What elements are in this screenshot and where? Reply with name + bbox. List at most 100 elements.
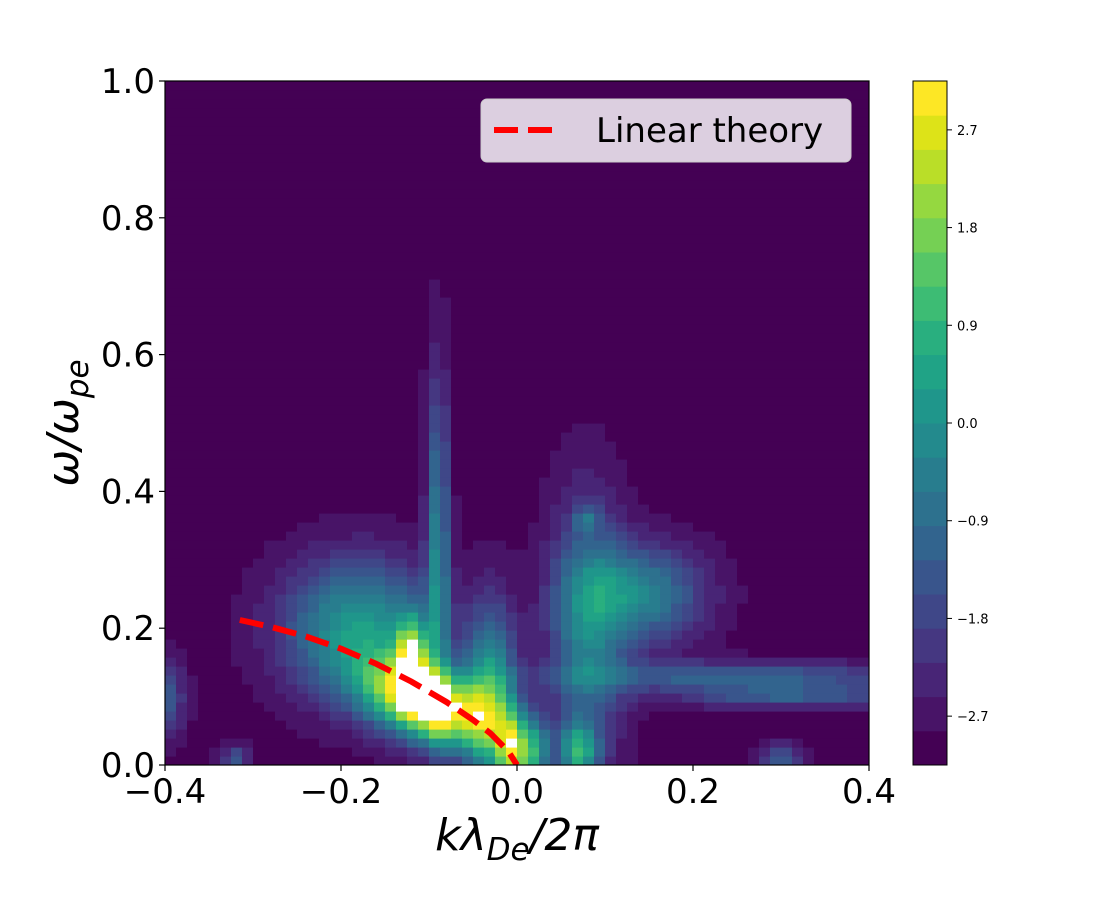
heatmap-cell — [638, 369, 650, 379]
heatmap-cell — [473, 594, 485, 604]
heatmap-cell — [682, 495, 694, 505]
heatmap-cell — [462, 369, 474, 379]
heatmap-cell — [748, 675, 760, 685]
heatmap-cell — [308, 756, 320, 765]
heatmap-cell — [374, 495, 386, 505]
heatmap-cell — [231, 378, 243, 388]
heatmap-cell — [627, 261, 639, 271]
heatmap-cell — [814, 306, 826, 316]
heatmap-cell — [858, 315, 869, 325]
heatmap-cell — [847, 405, 859, 415]
heatmap-cell — [748, 432, 760, 442]
heatmap-cell — [660, 612, 672, 622]
heatmap-cell — [792, 216, 804, 226]
heatmap-cell — [330, 279, 342, 289]
heatmap-cell — [616, 567, 628, 577]
heatmap-cell — [187, 441, 199, 451]
heatmap-cell — [638, 450, 650, 460]
heatmap-cell — [407, 738, 419, 748]
heatmap-cell — [583, 756, 595, 765]
heatmap-cell — [363, 459, 375, 469]
heatmap-cell — [242, 387, 254, 397]
heatmap-cell — [473, 261, 485, 271]
heatmap-cell — [759, 216, 771, 226]
heatmap-cell — [660, 477, 672, 487]
heatmap-cell — [264, 558, 276, 568]
heatmap-cell — [572, 648, 584, 658]
heatmap-cell — [473, 693, 485, 703]
heatmap-cell — [814, 558, 826, 568]
heatmap-cell — [627, 612, 639, 622]
heatmap-cell — [517, 603, 529, 613]
heatmap-cell — [803, 252, 815, 262]
heatmap-cell — [682, 522, 694, 532]
heatmap-cell — [242, 594, 254, 604]
heatmap-cell — [319, 234, 331, 244]
heatmap-cell — [682, 684, 694, 694]
heatmap-cell — [627, 243, 639, 253]
heatmap-cell — [792, 261, 804, 271]
heatmap-cell — [308, 225, 320, 235]
heatmap-cell — [660, 558, 672, 568]
heatmap-cell — [308, 315, 320, 325]
heatmap-cell — [451, 684, 463, 694]
heatmap-cell — [759, 270, 771, 280]
heatmap-cell — [671, 81, 683, 91]
heatmap-cell — [649, 711, 661, 721]
heatmap-cell — [726, 369, 738, 379]
heatmap-cell — [715, 666, 727, 676]
heatmap-cell — [308, 657, 320, 667]
heatmap-cell — [803, 486, 815, 496]
heatmap-cell — [297, 549, 309, 559]
heatmap-cell — [847, 306, 859, 316]
heatmap-cell — [649, 270, 661, 280]
heatmap-cell — [627, 288, 639, 298]
heatmap-cell — [770, 387, 782, 397]
heatmap-cell — [517, 531, 529, 541]
heatmap-cell — [209, 198, 221, 208]
heatmap-cell — [616, 468, 628, 478]
heatmap-cell — [440, 567, 452, 577]
heatmap-cell — [770, 261, 782, 271]
heatmap-cell — [308, 198, 320, 208]
heatmap-cell — [616, 216, 628, 226]
heatmap-cell — [429, 459, 441, 469]
heatmap-cell — [572, 612, 584, 622]
heatmap-cell — [638, 747, 650, 757]
heatmap-cell — [374, 729, 386, 739]
heatmap-cell — [429, 720, 441, 730]
heatmap-cell — [319, 405, 331, 415]
heatmap-cell — [264, 207, 276, 217]
heatmap-cell — [814, 747, 826, 757]
heatmap-cell — [484, 486, 496, 496]
heatmap-cell — [561, 189, 573, 199]
heatmap-cell — [484, 279, 496, 289]
heatmap-cell — [429, 252, 441, 262]
heatmap-cell — [429, 396, 441, 406]
heatmap-cell — [176, 261, 188, 271]
heatmap-cell — [176, 324, 188, 334]
heatmap-cell — [781, 162, 793, 172]
heatmap-cell — [473, 585, 485, 595]
heatmap-cell — [319, 90, 331, 100]
heatmap-cell — [286, 153, 298, 163]
heatmap-cell — [858, 459, 869, 469]
heatmap-cell — [715, 297, 727, 307]
heatmap-cell — [385, 594, 397, 604]
heatmap-cell — [550, 702, 562, 712]
heatmap-cell — [715, 162, 727, 172]
heatmap-cell — [627, 540, 639, 550]
heatmap-cell — [484, 342, 496, 352]
heatmap-cell — [528, 675, 540, 685]
heatmap-cell — [286, 234, 298, 244]
heatmap-cell — [583, 711, 595, 721]
heatmap-cell — [286, 648, 298, 658]
heatmap-cell — [198, 504, 210, 514]
heatmap-cell — [770, 414, 782, 424]
heatmap-cell — [528, 585, 540, 595]
heatmap-cell — [396, 639, 408, 649]
heatmap-cell — [319, 666, 331, 676]
heatmap-cell — [495, 576, 507, 586]
heatmap-cell — [539, 459, 551, 469]
heatmap-cell — [847, 378, 859, 388]
